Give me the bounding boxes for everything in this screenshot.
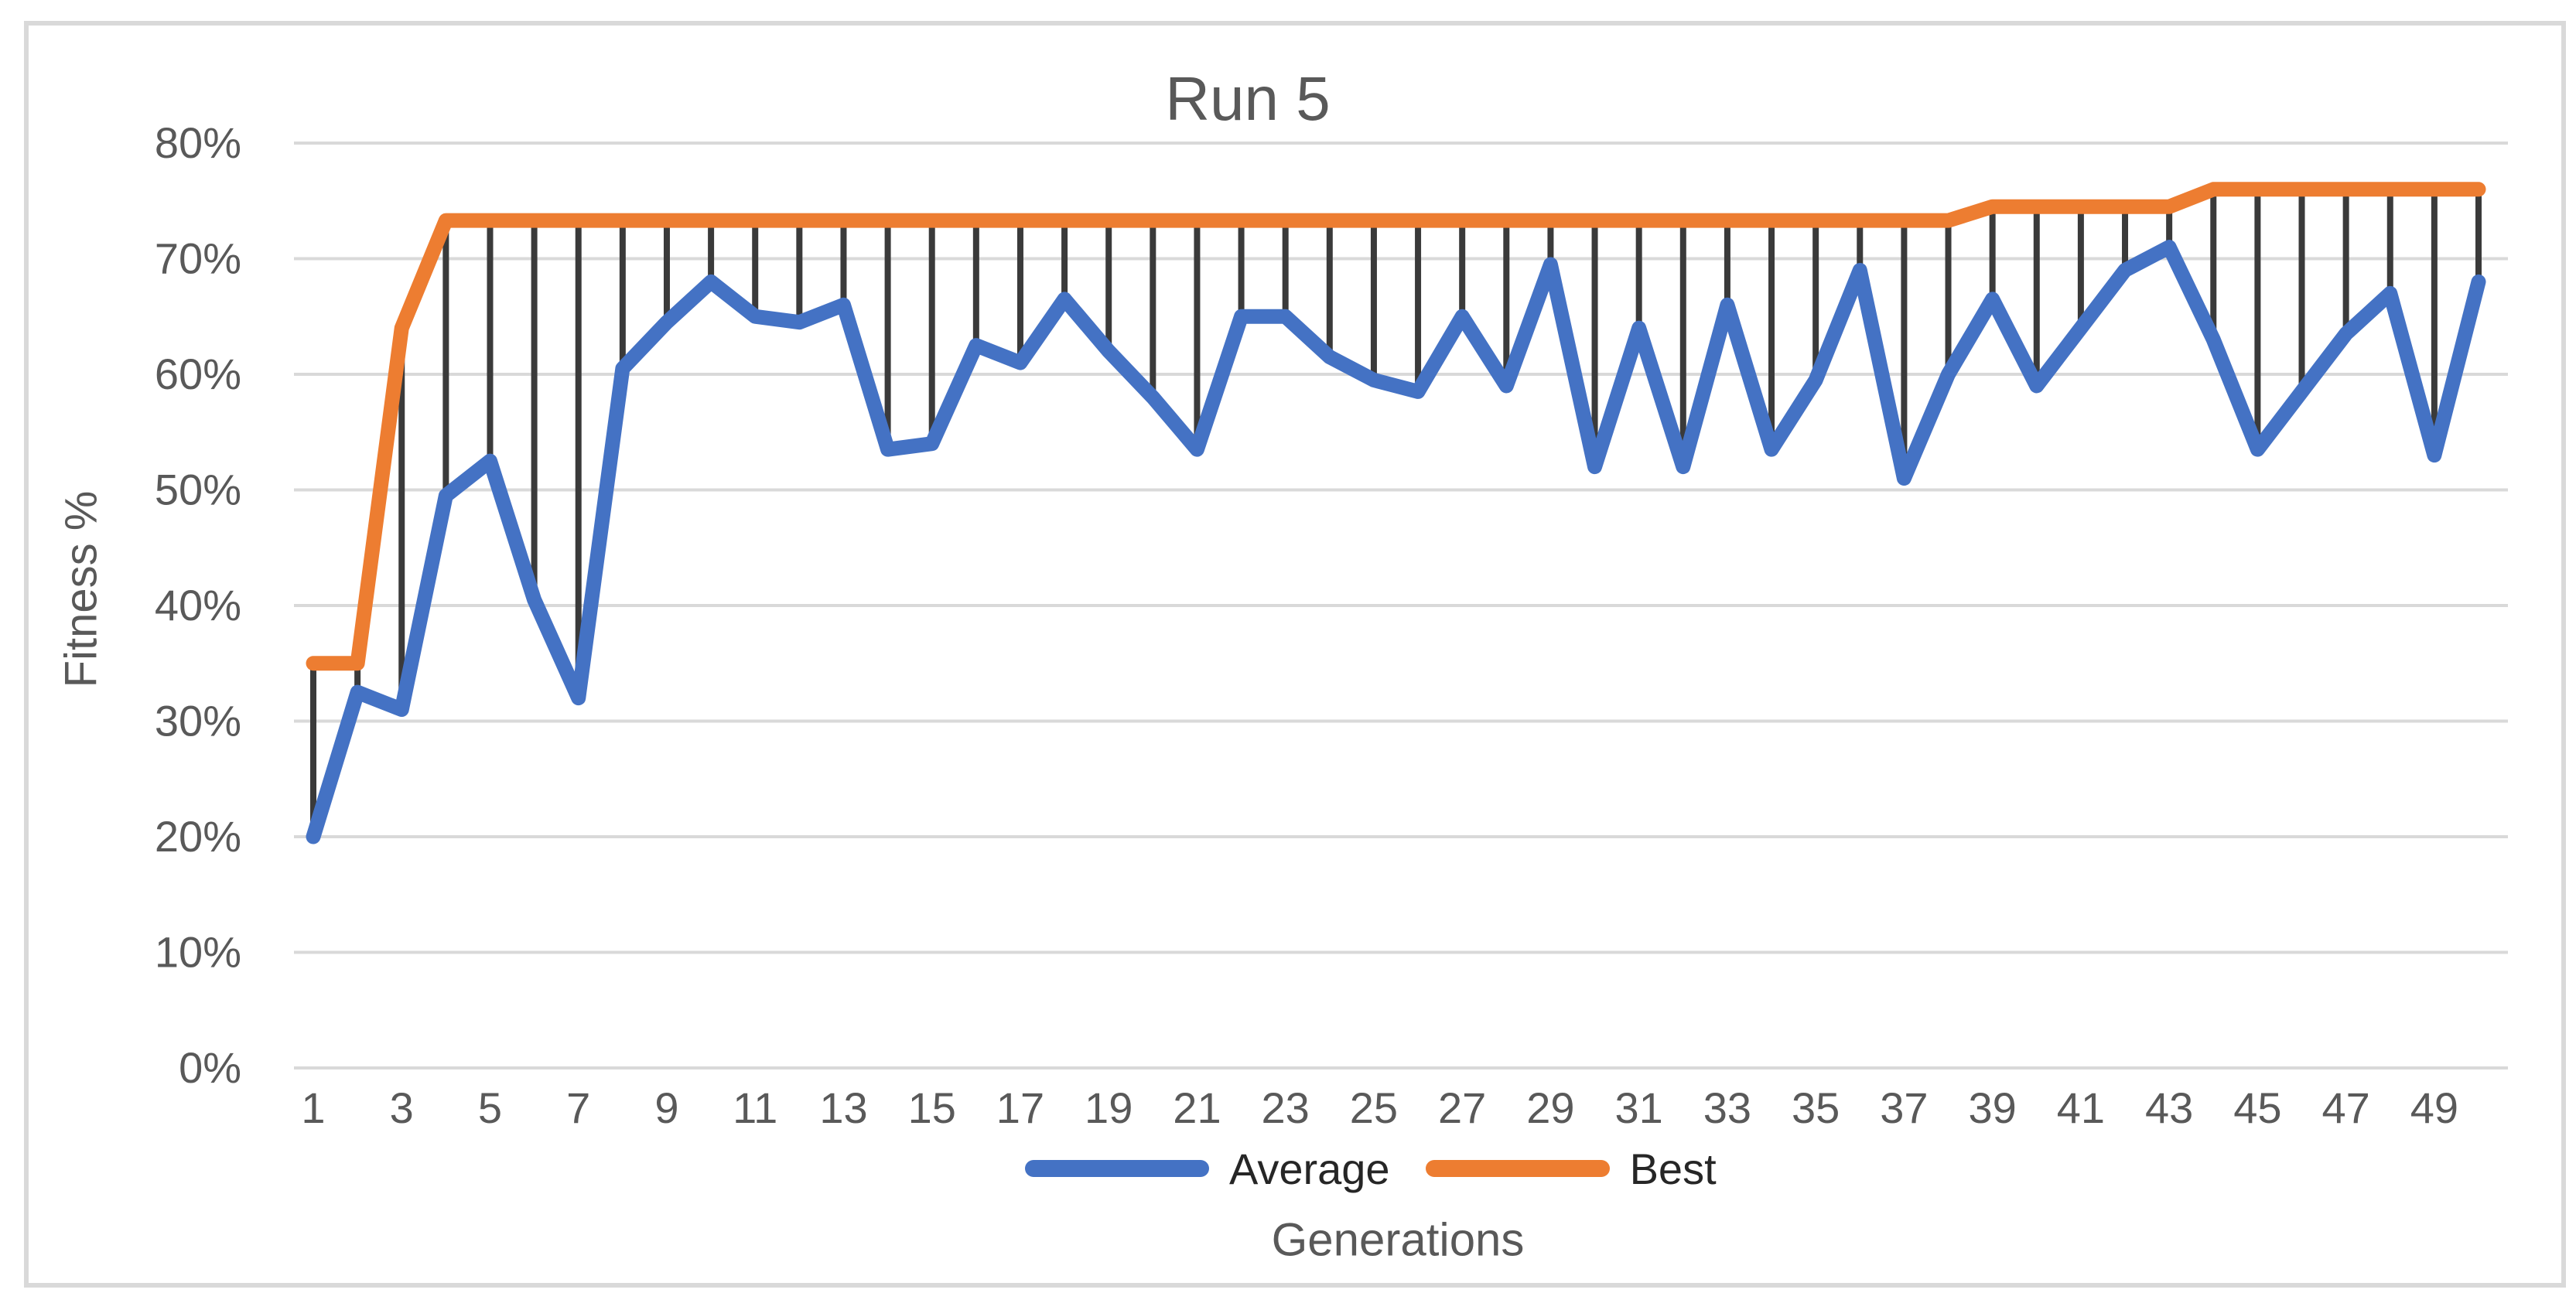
legend: Average Best (1025, 1144, 1717, 1194)
x-tick-label: 49 (2410, 1083, 2458, 1132)
x-tick-label: 5 (478, 1083, 502, 1132)
x-tick-label: 15 (908, 1083, 956, 1132)
x-tick-label: 17 (996, 1083, 1044, 1132)
legend-label-average: Average (1229, 1144, 1390, 1193)
legend-swatch-best (1425, 1160, 1610, 1177)
x-tick-label: 35 (1792, 1083, 1840, 1132)
legend-item-average: Average (1025, 1144, 1390, 1194)
x-tick-label: 41 (2057, 1083, 2105, 1132)
x-tick-label: 37 (1880, 1083, 1928, 1132)
y-tick-label: 10% (155, 928, 241, 977)
x-tick-label: 1 (301, 1083, 325, 1132)
y-axis-title: Fitness % (56, 490, 107, 688)
legend-item-best: Best (1425, 1144, 1717, 1194)
y-tick-label: 50% (155, 466, 241, 514)
x-tick-label: 9 (654, 1083, 678, 1132)
legend-label-best: Best (1629, 1144, 1717, 1193)
x-tick-label: 25 (1350, 1083, 1398, 1132)
x-tick-label: 33 (1703, 1083, 1751, 1132)
x-tick-label: 29 (1526, 1083, 1574, 1132)
x-axis-title: Generations (1271, 1213, 1525, 1266)
x-tick-label: 43 (2145, 1083, 2193, 1132)
x-tick-label: 13 (819, 1083, 867, 1132)
series-best-line (306, 182, 2486, 671)
x-tick-label: 21 (1173, 1083, 1221, 1132)
x-tick-label: 47 (2321, 1083, 2369, 1132)
y-tick-label: 80% (155, 118, 241, 167)
x-tick-label: 23 (1262, 1083, 1310, 1132)
y-tick-label: 0% (179, 1043, 241, 1092)
x-tick-label: 39 (1969, 1083, 2017, 1132)
chart-title: Run 5 (1165, 64, 1331, 133)
y-tick-label: 40% (155, 581, 241, 629)
y-tick-label: 30% (155, 697, 241, 745)
x-tick-label: 3 (390, 1083, 414, 1132)
x-tick-label: 11 (733, 1083, 777, 1132)
y-tick-label: 60% (155, 350, 241, 398)
x-tick-label: 31 (1615, 1083, 1663, 1132)
y-tick-label: 70% (155, 234, 241, 283)
series-average-line (306, 240, 2486, 844)
x-tick-label: 7 (566, 1083, 590, 1132)
x-tick-label: 45 (2233, 1083, 2281, 1132)
y-tick-label: 20% (155, 812, 241, 861)
x-tick-label: 27 (1438, 1083, 1486, 1132)
x-tick-label: 19 (1085, 1083, 1133, 1132)
legend-swatch-average (1025, 1160, 1209, 1177)
